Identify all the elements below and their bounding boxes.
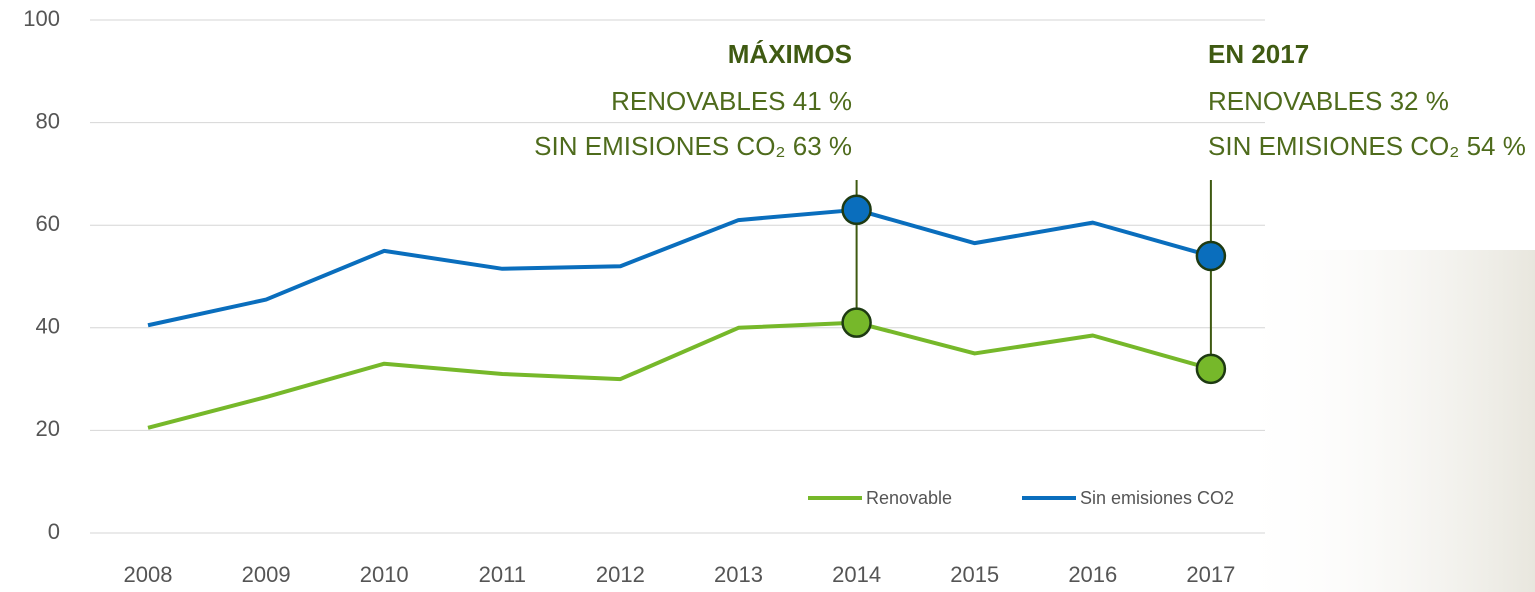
x-tick-label: 2008 bbox=[124, 562, 173, 587]
highlight-marker bbox=[841, 194, 872, 226]
x-tick-label: 2015 bbox=[950, 562, 999, 587]
legend-label: Sin emisiones CO2 bbox=[1080, 488, 1234, 508]
y-tick-label: 100 bbox=[23, 6, 60, 31]
x-tick-label: 2014 bbox=[832, 562, 881, 587]
y-tick-label: 40 bbox=[36, 314, 60, 339]
background-image bbox=[1230, 250, 1535, 592]
annotation-text: SIN EMISIONES CO₂ 63 % bbox=[534, 131, 852, 161]
annotation-title: MÁXIMOS bbox=[728, 39, 852, 69]
highlight-marker bbox=[1195, 353, 1227, 385]
y-tick-label: 20 bbox=[36, 416, 60, 441]
x-tick-label: 2013 bbox=[714, 562, 763, 587]
x-tick-label: 2016 bbox=[1068, 562, 1117, 587]
series-line bbox=[147, 320, 1212, 430]
highlight-marker bbox=[1195, 240, 1227, 272]
y-tick-label: 0 bbox=[48, 519, 60, 544]
x-tick-label: 2011 bbox=[479, 562, 526, 587]
annotation-text: RENOVABLES 32 % bbox=[1208, 86, 1449, 116]
highlight-marker bbox=[841, 307, 872, 338]
annotation-title: EN 2017 bbox=[1208, 39, 1309, 69]
series-line bbox=[147, 207, 1212, 328]
annotation-text: RENOVABLES 41 % bbox=[611, 86, 852, 116]
x-tick-label: 2012 bbox=[596, 562, 645, 587]
y-tick-label: 60 bbox=[36, 211, 60, 236]
x-tick-label: 2017 bbox=[1186, 562, 1235, 587]
x-tick-label: 2009 bbox=[242, 562, 291, 587]
y-tick-label: 80 bbox=[36, 108, 60, 133]
legend-label: Renovable bbox=[866, 488, 952, 508]
annotation-text: SIN EMISIONES CO₂ 54 % bbox=[1208, 131, 1526, 161]
x-tick-label: 2010 bbox=[360, 562, 409, 587]
